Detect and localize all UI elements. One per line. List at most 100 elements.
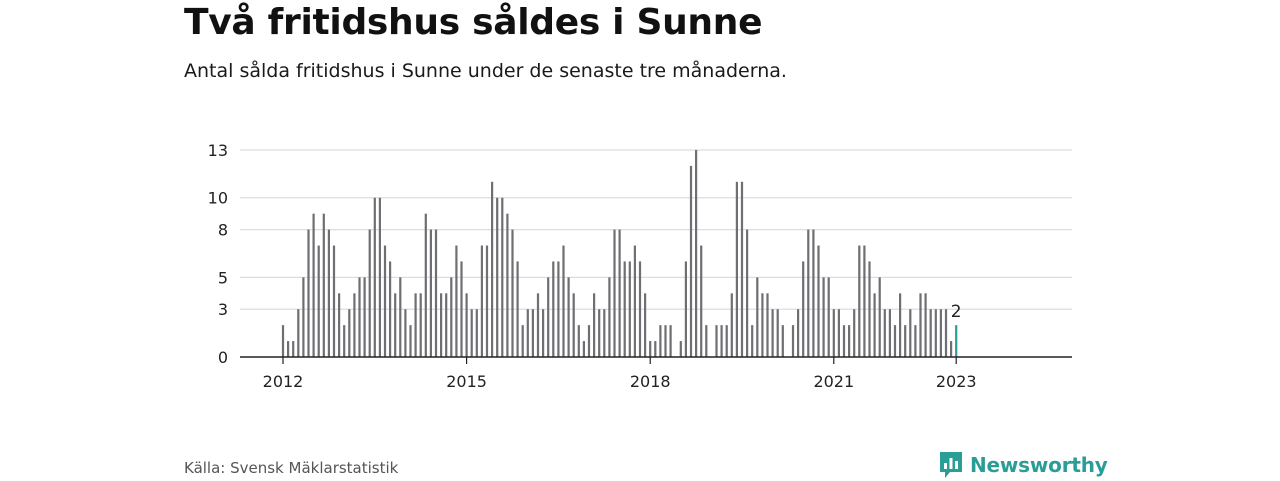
bar bbox=[440, 293, 443, 357]
bar bbox=[695, 149, 698, 357]
bar bbox=[547, 277, 550, 357]
bar bbox=[904, 325, 907, 357]
bar bbox=[868, 261, 871, 357]
bar bbox=[353, 293, 356, 357]
bar bbox=[414, 293, 417, 357]
bar bbox=[608, 277, 611, 357]
bar bbox=[582, 341, 585, 357]
bar bbox=[302, 277, 305, 357]
bar bbox=[802, 261, 805, 357]
bar bbox=[883, 309, 886, 357]
bar bbox=[358, 277, 361, 357]
bar bbox=[287, 341, 290, 357]
bar bbox=[491, 181, 494, 357]
bar bbox=[480, 245, 483, 357]
bar bbox=[638, 261, 642, 357]
bar bbox=[664, 325, 667, 357]
x-tick-label: 2023 bbox=[936, 372, 977, 391]
bar bbox=[776, 309, 779, 357]
last-value-label: 2 bbox=[951, 302, 962, 322]
bar bbox=[644, 293, 647, 357]
bar bbox=[343, 325, 346, 357]
source-note: Källa: Svensk Mäklarstatistik bbox=[184, 459, 399, 477]
bar bbox=[460, 261, 463, 357]
bar bbox=[297, 309, 300, 357]
bar bbox=[939, 309, 942, 357]
bar bbox=[317, 245, 320, 357]
bar bbox=[934, 309, 937, 357]
bar bbox=[409, 325, 412, 357]
bar bbox=[766, 293, 769, 357]
bar-chart: 0 3 5 8 10 13 2012 2015 2018 2021 2023 2 bbox=[208, 141, 1072, 391]
bar bbox=[873, 293, 876, 357]
x-tick-label: 2021 bbox=[813, 372, 854, 391]
y-tick-label: 0 bbox=[218, 348, 228, 367]
y-tick-label: 10 bbox=[208, 189, 228, 208]
bar bbox=[322, 213, 325, 357]
y-axis-ticks: 0 3 5 8 10 13 bbox=[208, 141, 228, 367]
bar bbox=[399, 277, 402, 357]
bar bbox=[924, 293, 927, 357]
bar bbox=[822, 277, 825, 357]
newsworthy-logo[interactable]: Newsworthy bbox=[938, 449, 1108, 481]
bar bbox=[450, 277, 453, 357]
bar bbox=[516, 261, 519, 357]
bar bbox=[567, 277, 570, 357]
y-tick-label: 8 bbox=[218, 221, 228, 240]
bars bbox=[281, 149, 958, 357]
bar bbox=[720, 325, 723, 357]
bar bbox=[327, 229, 330, 357]
x-axis-ticks: 2012 2015 2018 2021 2023 bbox=[263, 357, 977, 391]
bar bbox=[557, 261, 560, 357]
bar bbox=[424, 213, 427, 357]
bar bbox=[368, 229, 371, 357]
y-tick-label: 3 bbox=[218, 300, 228, 319]
bar bbox=[383, 245, 387, 357]
bar bbox=[485, 245, 489, 357]
bar bbox=[363, 277, 366, 357]
bar bbox=[542, 309, 545, 357]
bar bbox=[725, 325, 728, 357]
bar bbox=[705, 325, 708, 357]
bar bbox=[572, 293, 575, 357]
bar bbox=[521, 325, 524, 357]
bar bbox=[613, 229, 616, 357]
bar bbox=[536, 293, 540, 357]
bar bbox=[577, 325, 580, 357]
bar bbox=[587, 325, 591, 357]
bar bbox=[679, 341, 682, 357]
bar bbox=[470, 309, 473, 357]
bar bbox=[455, 245, 458, 357]
bar bbox=[373, 197, 376, 357]
bar bbox=[878, 277, 881, 357]
bar bbox=[730, 293, 733, 357]
bar bbox=[434, 229, 438, 357]
bar bbox=[832, 309, 835, 357]
bar bbox=[465, 293, 468, 357]
x-tick-label: 2018 bbox=[630, 372, 671, 391]
bar bbox=[955, 325, 958, 357]
bar bbox=[338, 293, 341, 357]
gridlines bbox=[240, 149, 1072, 310]
bar bbox=[506, 213, 509, 357]
bar bbox=[404, 309, 407, 357]
bar bbox=[511, 229, 514, 357]
bar bbox=[312, 213, 315, 357]
bar bbox=[919, 293, 922, 357]
bar bbox=[552, 261, 555, 357]
bar bbox=[781, 325, 784, 357]
bar bbox=[281, 325, 285, 357]
bar bbox=[817, 245, 820, 357]
bar bbox=[445, 293, 448, 357]
bar bbox=[429, 229, 432, 357]
bar bbox=[628, 261, 631, 357]
bar bbox=[909, 309, 912, 357]
bar bbox=[389, 261, 392, 357]
bar bbox=[378, 197, 381, 357]
bar bbox=[715, 325, 718, 357]
bar bbox=[598, 309, 601, 357]
bar bbox=[842, 325, 846, 357]
bar bbox=[751, 325, 754, 357]
bar bbox=[603, 309, 606, 357]
bar bbox=[618, 229, 621, 357]
